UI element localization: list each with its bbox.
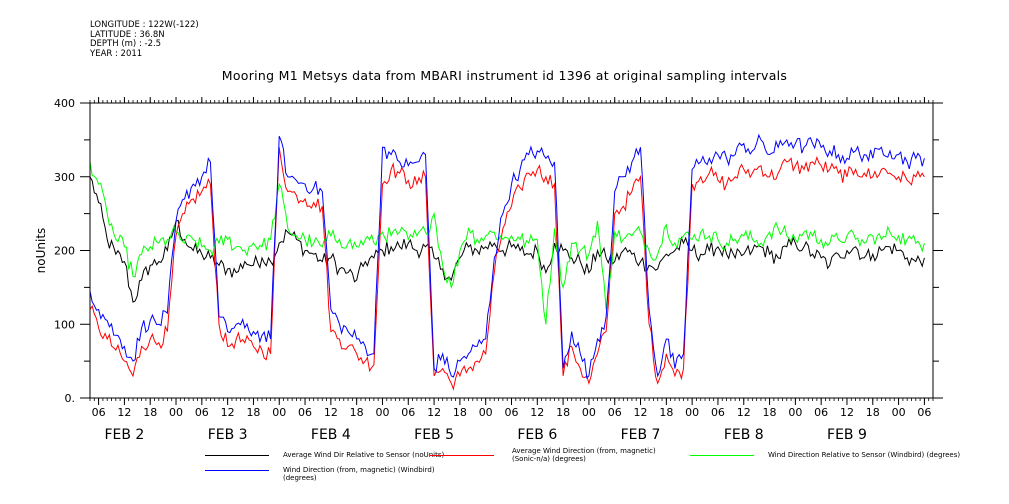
x-hour-tick-label: 00 bbox=[169, 406, 183, 419]
y-tick-label: 400 bbox=[54, 97, 75, 110]
legend-label: Average Wind Direction (from, magnetic) … bbox=[512, 447, 656, 463]
x-hour-tick-label: 00 bbox=[788, 406, 802, 419]
x-hour-tick-label: 06 bbox=[608, 406, 622, 419]
legend-swatch bbox=[430, 455, 494, 456]
year-text: YEAR : 2011 bbox=[90, 48, 143, 59]
x-day-label: FEB 4 bbox=[311, 427, 351, 443]
x-day-label: FEB 6 bbox=[517, 427, 557, 443]
y-tick-label: 0. bbox=[65, 392, 76, 405]
legend-label: Wind Direction (from, magnetic) (Windbir… bbox=[283, 466, 435, 482]
x-hour-tick-label: 06 bbox=[92, 406, 106, 419]
x-hour-tick-label: 06 bbox=[505, 406, 519, 419]
x-hour-tick-label: 18 bbox=[453, 406, 467, 419]
plot-frame bbox=[89, 102, 934, 399]
series-line-1 bbox=[89, 176, 925, 303]
latitude-text: LATITUDE : 36.8N bbox=[90, 29, 165, 40]
x-hour-tick-label: 00 bbox=[479, 406, 493, 419]
x-hour-tick-label: 12 bbox=[530, 406, 544, 419]
x-day-label: FEB 3 bbox=[208, 427, 248, 443]
x-hour-tick-label: 06 bbox=[401, 406, 415, 419]
x-hour-tick-label: 00 bbox=[892, 406, 906, 419]
series-line-3 bbox=[89, 161, 925, 325]
x-hour-tick-label: 00 bbox=[685, 406, 699, 419]
legend-swatch bbox=[205, 455, 269, 456]
depth-text: DEPTH (m) : -2.5 bbox=[90, 39, 162, 49]
series-line-4 bbox=[89, 133, 925, 379]
x-hour-tick-label: 06 bbox=[298, 406, 312, 419]
x-hour-tick-label: 00 bbox=[272, 406, 286, 419]
x-hour-tick-label: 18 bbox=[556, 406, 570, 419]
x-hour-tick-label: 18 bbox=[763, 406, 777, 419]
y-tick-label: 100 bbox=[54, 318, 75, 331]
chart-title: Mooring M1 Metsys data from MBARI instru… bbox=[221, 68, 788, 83]
series-layer bbox=[89, 133, 925, 391]
x-hour-tick-label: 12 bbox=[221, 406, 235, 419]
x-hour-tick-label: 18 bbox=[659, 406, 673, 419]
x-hour-tick-label: 12 bbox=[840, 406, 854, 419]
x-day-label: FEB 9 bbox=[827, 427, 867, 443]
x-hour-tick-label: 18 bbox=[866, 406, 880, 419]
x-hour-tick-label: 18 bbox=[246, 406, 260, 419]
x-hour-tick-label: 18 bbox=[143, 406, 157, 419]
x-hour-tick-label: 00 bbox=[375, 406, 389, 419]
x-hour-tick-label: 06 bbox=[711, 406, 725, 419]
x-hour-tick-label: 18 bbox=[350, 406, 364, 419]
axis-layer: 06 12 18 00 06 12 18 00 06 12 18 00 06 12 18 00 06 12 18 00… bbox=[54, 97, 943, 443]
y-tick-label: 200 bbox=[54, 245, 75, 258]
legend-label: Average Wind Dir Relative to Sensor (noU… bbox=[283, 451, 445, 459]
legend-swatch bbox=[205, 470, 269, 471]
x-hour-tick-label: 00 bbox=[582, 406, 596, 419]
metadata-block: LONGITUDE : 122W(-122) LATITUDE : 36.8N … bbox=[90, 20, 199, 59]
x-hour-tick-label: 12 bbox=[634, 406, 648, 419]
x-hour-tick-label: 12 bbox=[737, 406, 751, 419]
x-day-label: FEB 7 bbox=[621, 427, 661, 443]
legend-label: Wind Direction Relative to Sensor (Windb… bbox=[768, 451, 961, 459]
y-tick-label: 300 bbox=[54, 171, 75, 184]
x-hour-tick-label: 12 bbox=[427, 406, 441, 419]
x-day-label: FEB 8 bbox=[724, 427, 764, 443]
x-day-label: FEB 2 bbox=[104, 427, 144, 443]
x-hour-tick-label: 06 bbox=[814, 406, 828, 419]
x-hour-tick-label: 06 bbox=[195, 406, 209, 419]
series-line-2 bbox=[89, 147, 925, 391]
x-hour-tick-label: 12 bbox=[117, 406, 131, 419]
longitude-text: LONGITUDE : 122W(-122) bbox=[90, 20, 199, 30]
legend-swatch bbox=[690, 455, 754, 456]
x-day-label: FEB 5 bbox=[414, 427, 454, 443]
x-hour-tick-label: 12 bbox=[324, 406, 338, 419]
y-axis-label: noUnits bbox=[34, 228, 48, 274]
x-hour-tick-label: 06 bbox=[917, 406, 931, 419]
